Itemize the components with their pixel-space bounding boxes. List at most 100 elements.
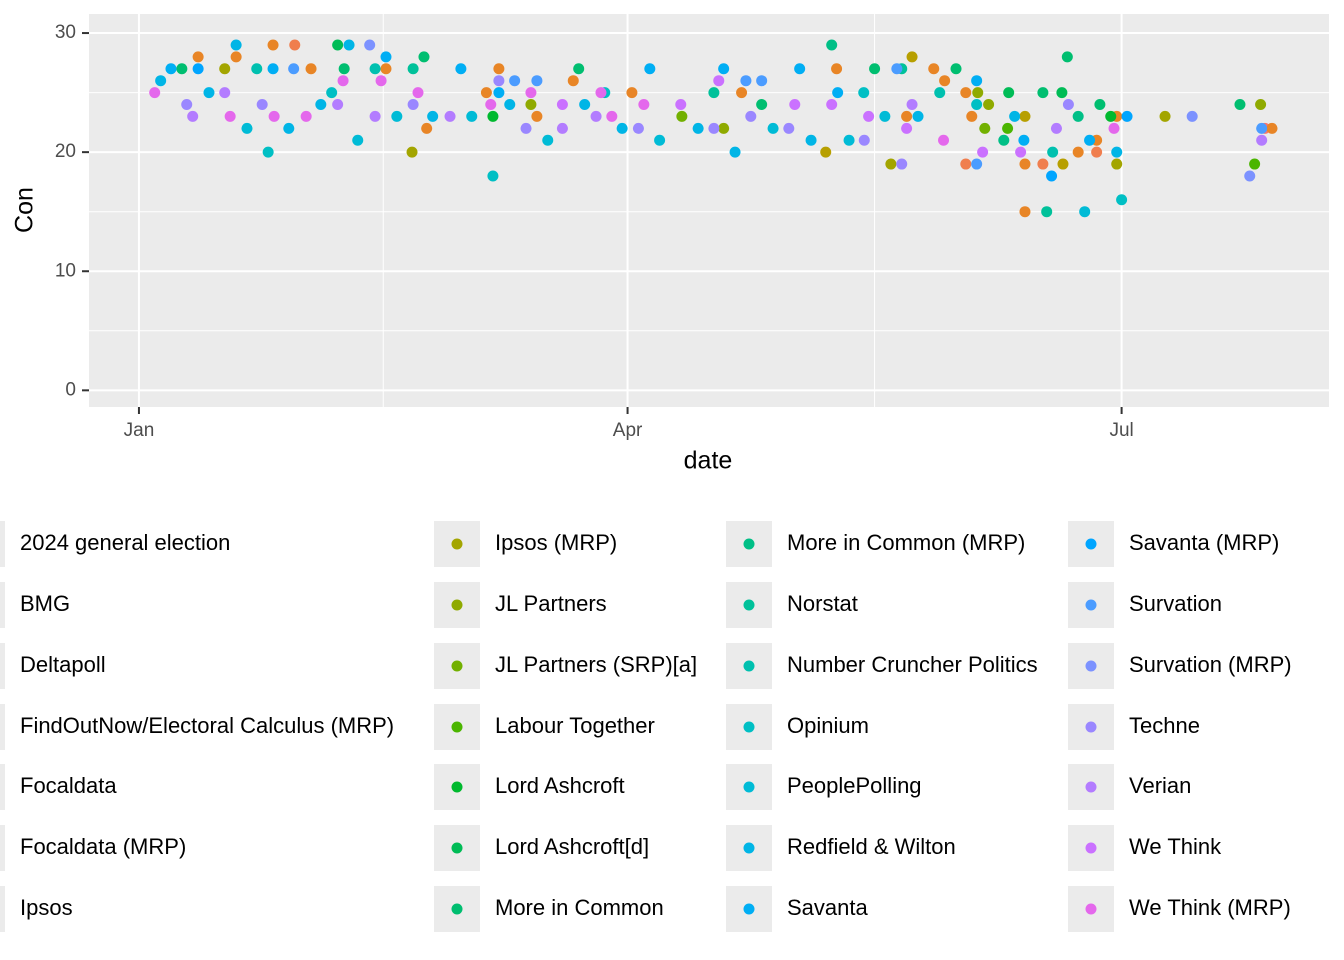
legend-label: Opinium <box>787 713 869 738</box>
point <box>1003 87 1015 99</box>
point <box>493 63 505 75</box>
point <box>843 134 855 146</box>
point <box>960 87 972 99</box>
legend-swatch <box>743 781 755 793</box>
point <box>1002 122 1014 134</box>
legend-label: Labour Together <box>495 713 655 738</box>
legend-label: Ipsos (MRP) <box>495 530 617 555</box>
point <box>567 75 579 87</box>
point <box>983 99 995 111</box>
legend-swatch <box>1085 903 1097 915</box>
point <box>831 63 843 75</box>
legend-label: FindOutNow/Electoral Calculus (MRP) <box>20 713 394 738</box>
point <box>556 122 568 134</box>
point <box>858 134 870 146</box>
point <box>203 87 215 99</box>
point <box>192 63 204 75</box>
point <box>187 110 199 122</box>
point <box>972 87 984 99</box>
point <box>971 75 983 87</box>
legend-label: We Think <box>1129 834 1222 859</box>
legend-swatch <box>1085 781 1097 793</box>
point <box>820 146 832 158</box>
point <box>343 39 355 51</box>
point <box>1256 122 1268 134</box>
point <box>1062 99 1074 111</box>
x-tick-label: Jul <box>1109 420 1133 441</box>
point <box>1019 110 1031 122</box>
point <box>729 146 741 158</box>
point <box>1244 170 1256 182</box>
legend-swatch <box>1085 660 1097 672</box>
point <box>289 39 301 51</box>
legend-label: Focaldata <box>20 773 117 798</box>
point <box>590 110 602 122</box>
legend-swatch <box>451 842 463 854</box>
point <box>267 63 279 75</box>
legend-label: Techne <box>1129 713 1200 738</box>
legend-swatch <box>451 781 463 793</box>
point <box>906 51 918 63</box>
point <box>740 75 752 87</box>
point <box>380 63 392 75</box>
point <box>745 110 757 122</box>
point <box>352 134 364 146</box>
legend-label: Deltapoll <box>20 652 106 677</box>
point <box>1015 146 1027 158</box>
point <box>928 63 940 75</box>
point <box>901 110 913 122</box>
point <box>1249 158 1261 170</box>
point <box>288 63 300 75</box>
legend-label: More in Common (MRP) <box>787 530 1025 555</box>
point <box>718 63 730 75</box>
point <box>375 75 387 87</box>
legend-swatch <box>451 660 463 672</box>
x-tick-label: Jan <box>124 420 155 441</box>
point <box>708 87 720 99</box>
point <box>879 110 891 122</box>
legend-swatch <box>743 842 755 854</box>
legend-key <box>0 582 5 628</box>
x-tick-label: Apr <box>613 420 643 441</box>
point <box>595 87 607 99</box>
point <box>756 75 768 87</box>
legend-swatch <box>743 538 755 550</box>
point <box>971 99 983 111</box>
legend-label: Lord Ashcroft <box>495 773 625 798</box>
point <box>412 87 424 99</box>
point <box>268 110 280 122</box>
point <box>262 146 274 158</box>
legend-swatch <box>451 903 463 915</box>
legend-swatch <box>1085 721 1097 733</box>
point <box>1084 134 1096 146</box>
point <box>267 39 279 51</box>
point <box>832 87 844 99</box>
point <box>1047 146 1059 158</box>
legend-label: PeoplePolling <box>787 773 922 798</box>
point <box>1072 110 1084 122</box>
point <box>1061 51 1073 63</box>
legend-label: 2024 general election <box>20 530 230 555</box>
point <box>504 99 516 111</box>
legend-swatch <box>451 599 463 611</box>
point <box>192 51 204 63</box>
point <box>1056 87 1068 99</box>
point <box>736 87 748 99</box>
point <box>181 99 193 111</box>
point <box>901 122 913 134</box>
legend-swatch <box>743 903 755 915</box>
point <box>241 122 253 134</box>
point <box>525 99 537 111</box>
point <box>1050 122 1062 134</box>
point <box>283 122 295 134</box>
point <box>654 134 666 146</box>
point <box>1111 146 1123 158</box>
legend-label: BMG <box>20 591 70 616</box>
point <box>1105 110 1117 122</box>
point <box>455 63 467 75</box>
point <box>406 146 418 158</box>
legend-label: JL Partners (SRP)[a] <box>495 652 697 677</box>
point <box>542 134 554 146</box>
point <box>230 51 242 63</box>
